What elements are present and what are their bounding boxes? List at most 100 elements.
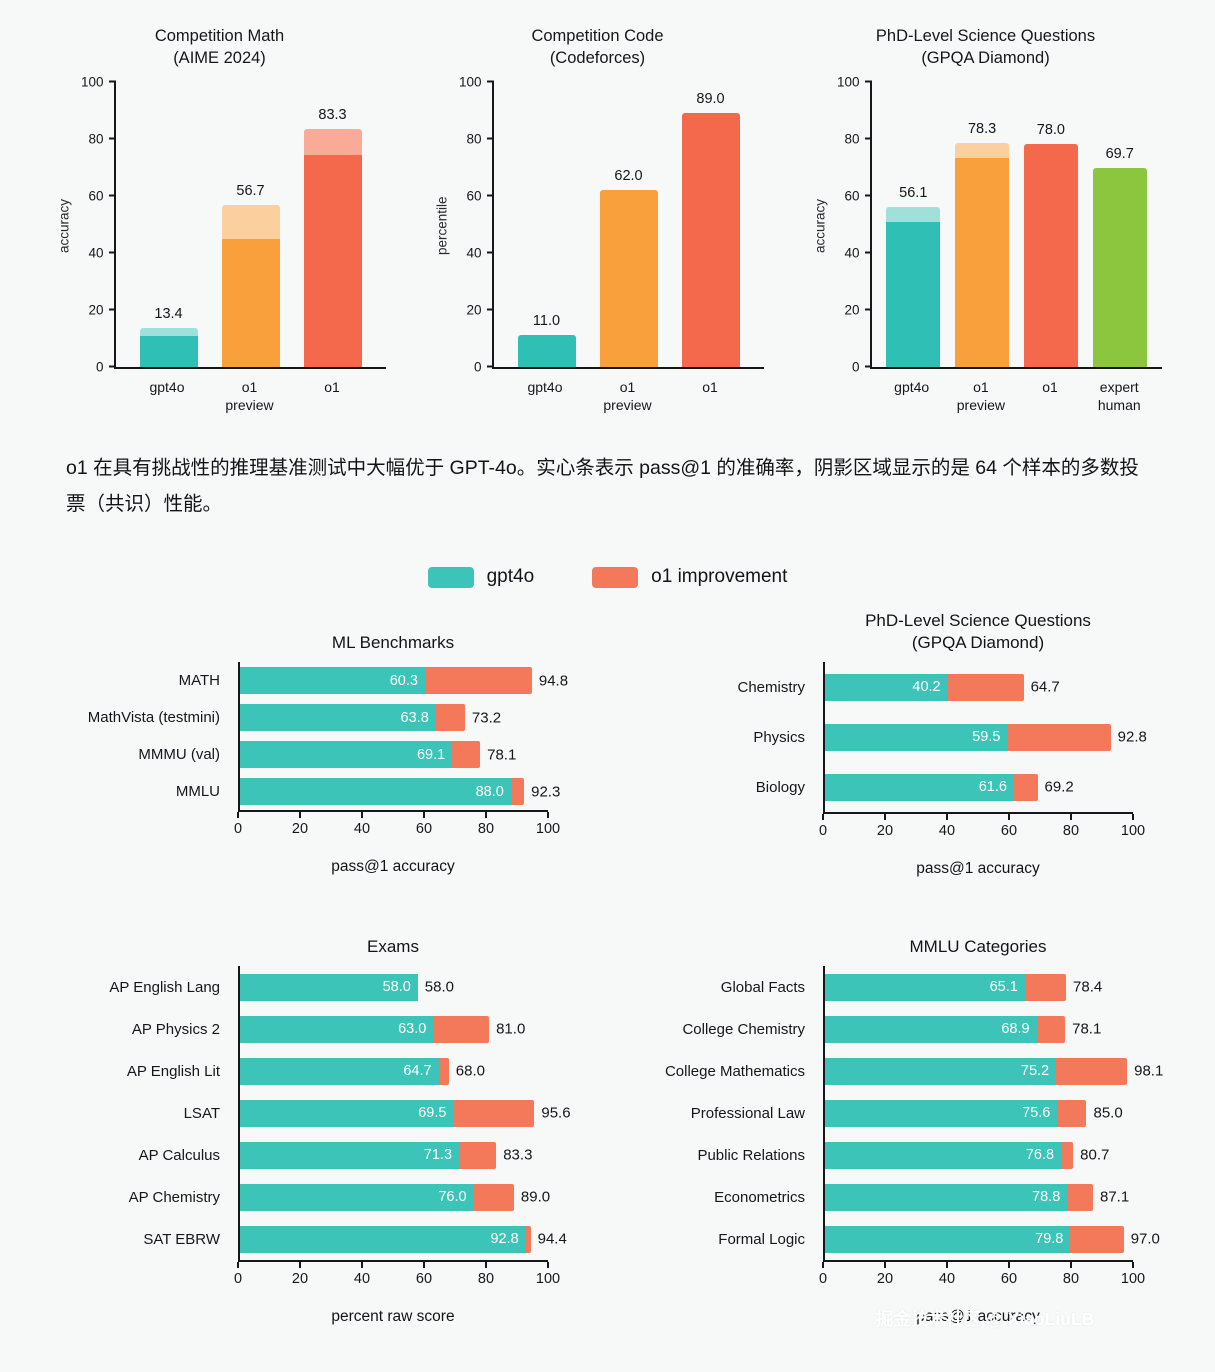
gpt4o-value-label: 65.1 [989,979,1018,996]
y-tick-mark [486,308,494,311]
y-tick-mark [864,251,872,254]
top-charts-row: Competition Math (AIME 2024) accuracy 0 20 40… [0,0,1215,414]
bar-pass1-segment [1023,144,1078,367]
gpt4o-value-label: 59.5 [972,729,1001,746]
o1-value-label: 89.0 [520,1188,551,1206]
gpt4o-value-label: 61.6 [978,779,1007,796]
chart-title: Competition Code (Codeforces) [432,26,764,70]
x-tick-label: 0 [818,823,828,840]
chart-row-lsat: LSAT 69.5 95.6 [35,1092,595,1134]
bar-slot-o1-preview: 56.7 [221,82,280,367]
category-label-line: gpt4o [894,378,930,395]
y-tick-mark [108,80,116,83]
bar-pass1-segment [221,239,280,367]
bar-pass1-segment [139,335,198,367]
x-tick-mark [946,1262,948,1269]
bar-slot-o1-preview: 62.0 [599,82,658,367]
x-tick-label: 0 [233,1271,243,1288]
x-tick-label: 80 [1062,1271,1080,1288]
row-category-label: AP English Lang [109,978,220,996]
category-label-line: gpt4o [149,378,185,395]
o1-value-label: 83.3 [503,1146,533,1164]
bar-track: 68.9 78.1 [823,1015,1133,1043]
x-tick-label: 100 [535,1271,561,1288]
y-tick-mark [486,137,494,140]
row-category-label: Public Relations [697,1146,805,1164]
bar-track: 40.2 64.7 [823,673,1133,701]
x-tick-mark [1008,1262,1010,1269]
y-tick: 80 [832,131,872,146]
bar-pass1-segment [1092,167,1147,367]
category-label-line: o1 [973,378,989,395]
y-tick-label: 40 [88,245,104,261]
bar-track: 79.8 97.0 [823,1225,1160,1253]
x-tick-label: 0 [818,1271,828,1288]
bar-track: 69.1 78.1 [238,741,548,769]
x-tick-label: 80 [477,1271,495,1288]
chart-title-line: (AIME 2024) [173,48,266,67]
bar-value-label: 62.0 [614,167,643,184]
legend: gpt4o o1 improvement [0,566,1215,588]
chart-title-line: Competition Code [531,27,664,45]
gpt4o-bar: 63.8 [238,704,436,732]
row-category-label: MMLU [175,783,220,801]
x-axis: 0 20 40 60 80 100 [234,810,560,842]
chart-title-line: PhD-Level Science Questions [865,610,1091,630]
row-category-label: College Mathematics [664,1062,805,1080]
o1-improvement-bar [1057,1099,1087,1127]
x-tick-label: 40 [938,1271,956,1288]
x-tick-mark [299,812,301,819]
y-tick: 20 [454,302,494,317]
row-category-label: Chemistry [737,678,805,696]
gpt4o-bar: 40.2 [823,673,948,701]
category-label: o1 preview [221,378,279,414]
bar-value-label: 89.0 [696,90,725,107]
watermark: 掘金技术社区 @ XiaoLiuLB [876,1309,1095,1329]
y-tick: 40 [454,245,494,260]
x-tick-mark [361,812,363,819]
bar [681,112,740,367]
y-tick: 80 [454,131,494,146]
x-tick-mark [237,1262,239,1269]
y-tick-mark [486,251,494,254]
category-label: expert human [1092,378,1146,414]
y-tick: 20 [76,302,116,317]
chart-title: ML Benchmarks [238,600,548,662]
x-tick-label: 60 [415,821,433,838]
chart-exams: Exams AP English Lang 58.0 58.0 AP Physics 2… [35,904,595,1326]
category-label-line: preview [603,396,652,413]
x-axis: 0 20 40 60 80 100 [234,1260,560,1292]
chart-title: Competition Math (AIME 2024) [54,26,386,70]
gpt4o-bar: 92.8 [238,1225,526,1253]
x-tick-label: 60 [1000,1271,1018,1288]
y-tick: 100 [454,74,494,89]
y-tick-mark [486,80,494,83]
gpt4o-bar: 78.8 [823,1183,1068,1211]
chart-row-public-relations: Public Relations 76.8 80.7 [620,1134,1180,1176]
x-tick-label: 80 [477,821,495,838]
row-category-label: AP Calculus [138,1146,220,1164]
x-axis-label: pass@1 accuracy [916,860,1040,878]
chart-row-college-mathematics: College Mathematics 75.2 98.1 [620,1050,1180,1092]
o1-improvement-bar [1061,1141,1074,1169]
x-category-labels: gpt4o o1 preview o1 [492,378,764,414]
bar-consensus-segment [139,328,198,336]
bar [1092,167,1147,367]
y-tick: 60 [76,188,116,203]
x-tick-mark [822,1262,824,1269]
y-tick-label: 60 [466,188,482,204]
gpt4o-value-label: 64.7 [403,1063,432,1080]
x-axis: 0 20 40 60 80 100 [819,812,1145,844]
gpt4o-bar: 60.3 [238,667,425,695]
gpt4o-value-label: 63.0 [398,1021,427,1038]
gpt4o-bar: 88.0 [238,778,511,806]
x-tick-label: 100 [1120,823,1146,840]
chart-row-mmmu-val-: MMMU (val) 69.1 78.1 [35,736,595,773]
bar-pass1-segment [681,112,740,367]
chart-body: percentile 0 20 40 60 80 100 11.0 62.0 89.0 gpt4o o… [432,74,764,414]
bar-track: 64.7 68.0 [238,1057,548,1085]
x-tick-label: 60 [1000,823,1018,840]
y-tick: 60 [454,188,494,203]
bar-track: 58.0 58.0 [238,973,548,1001]
bar-track: 59.5 92.8 [823,723,1147,751]
